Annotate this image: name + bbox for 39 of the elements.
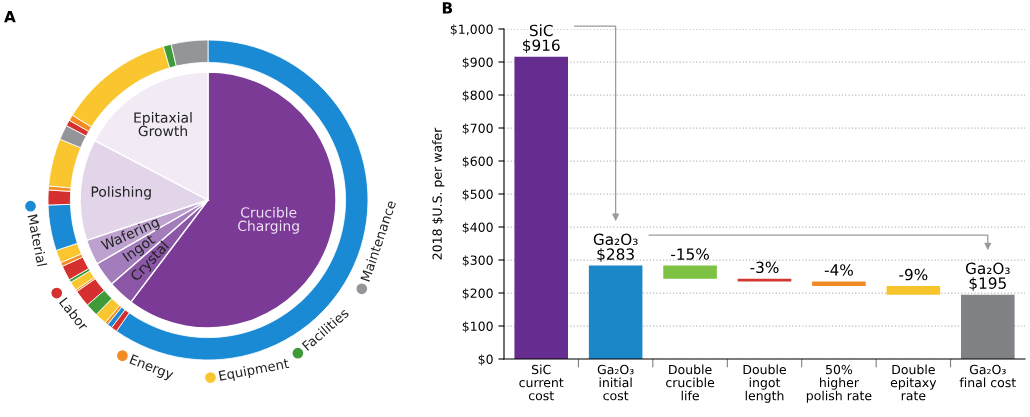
x-tick-label: Ga₂O₃ final cost [959, 364, 1016, 388]
data-label: Ga₂O₃ $283 [593, 233, 638, 262]
text: Material [27, 214, 48, 267]
x-tick-label: SiC current cost [519, 364, 564, 401]
y-tick-label: $100 [462, 321, 493, 333]
y-tick-label: $700 [462, 123, 493, 135]
bar [886, 286, 941, 295]
slice-label: Crucible Charging [238, 206, 299, 234]
y-tick-label: $200 [462, 288, 493, 300]
annotation: -15% [671, 248, 709, 260]
annotation: -4% [824, 264, 853, 276]
y-tick-label: $600 [462, 156, 493, 168]
y-tick-label: $800 [462, 90, 493, 102]
slice-label: Epitaxial Growth [134, 112, 192, 137]
data-label: SiC $916 [523, 24, 560, 54]
y-axis-title: 2018 $U.S. per wafer [432, 127, 445, 260]
slice-label: Polishing [91, 186, 151, 200]
x-tick-label: 50% higher polish rate [806, 364, 872, 403]
x-tick-label: Double ingot length [743, 364, 786, 403]
chart-title: A [4, 11, 16, 23]
y-tick-label: $0 [478, 354, 493, 366]
bar [812, 281, 866, 287]
y-tick-label: $500 [462, 189, 493, 201]
y-tick-label: $400 [462, 222, 493, 234]
x-tick-label: Ga₂O₃ initial cost [597, 364, 634, 401]
bar [588, 265, 643, 359]
bar [960, 294, 1015, 359]
y-tick-label: $1,000 [450, 24, 493, 36]
data-label: Ga₂O₃ $195 [965, 262, 1010, 291]
text: Equipment [218, 357, 290, 384]
x-tick-label: Double epitaxy rate [890, 364, 937, 401]
bar [514, 56, 569, 359]
x-tick-label: Double crucible life [666, 364, 715, 401]
y-tick-label: $300 [462, 255, 493, 267]
y-tick-label: $900 [462, 57, 493, 69]
chart-title: B [442, 2, 453, 14]
annotation: -9% [899, 268, 928, 281]
annotation: -3% [750, 261, 779, 274]
bar [663, 265, 717, 279]
